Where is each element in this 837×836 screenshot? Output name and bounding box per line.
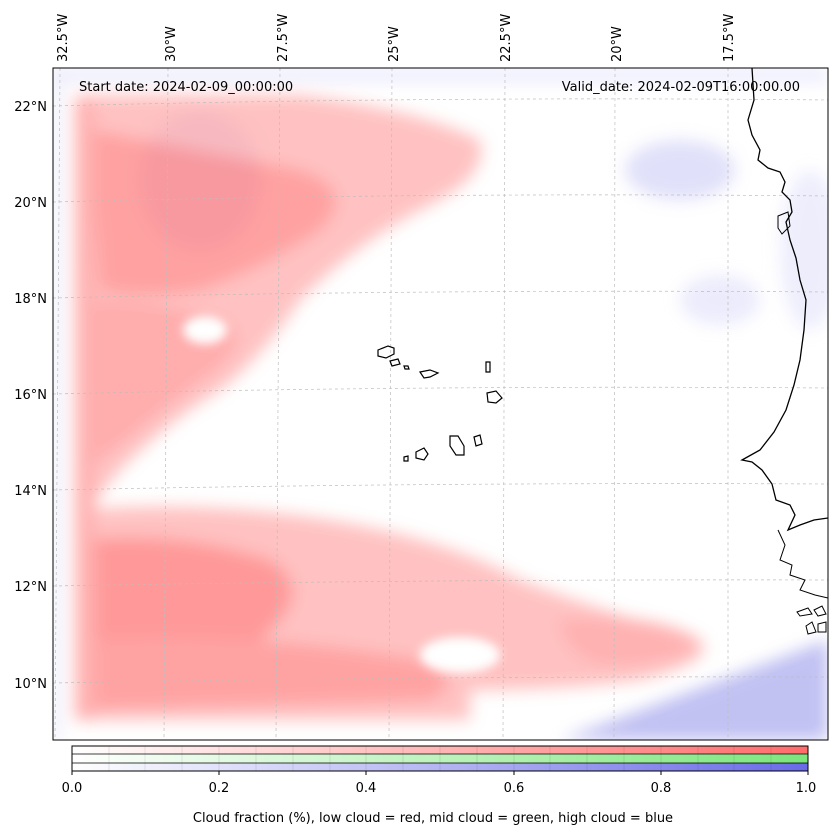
colorbar-tick-label: 0.8 (651, 781, 672, 796)
low-cloud-layer (75, 95, 704, 720)
lon-tick-label: 22.5°W (499, 14, 514, 62)
longitude-labels: 32.5°W 30°W 27.5°W 25°W 22.5°W 20°W 17.5… (56, 14, 737, 62)
lat-tick-label: 22°N (14, 100, 47, 115)
map-frame (52, 67, 829, 741)
valid-date-label: Valid_date: 2024-02-09T16:00:00.00 (562, 80, 800, 95)
lon-tick-label: 30°W (164, 26, 179, 62)
cape-verde-islands (377, 345, 503, 462)
lon-tick-label: 27.5°W (276, 14, 291, 62)
colorbar-tick-label: 0.4 (356, 781, 377, 796)
lon-tick-label: 17.5°W (722, 14, 737, 62)
gridlines (53, 68, 828, 740)
colorbar: 0.0 0.2 0.4 0.6 0.8 1.0 Cloud fraction (… (62, 745, 817, 826)
colorbar-mid-cloud (72, 754, 808, 763)
lon-tick-label: 20°W (610, 26, 625, 62)
lat-tick-label: 18°N (14, 292, 47, 307)
start-date-label: Start date: 2024-02-09_00:00:00 (79, 80, 293, 95)
colorbar-tick-label: 0.2 (209, 781, 230, 796)
lat-tick-label: 10°N (14, 677, 47, 692)
colorbar-tick-label: 0.6 (504, 781, 525, 796)
lat-tick-label: 16°N (14, 388, 47, 403)
lon-tick-label: 32.5°W (56, 14, 71, 62)
map-panel: Start date: 2024-02-09_00:00:00 Valid_da… (53, 68, 828, 740)
latitude-labels: 22°N 20°N 18°N 16°N 14°N 12°N 10°N (14, 100, 47, 692)
lon-tick-label: 25°W (387, 26, 402, 62)
colorbar-label: Cloud fraction (%), low cloud = red, mid… (193, 811, 673, 826)
lat-tick-label: 12°N (14, 580, 47, 595)
africa-coastline (740, 68, 828, 532)
colorbar-low-cloud (72, 746, 808, 754)
colorbar-tick-label: 0.0 (62, 781, 83, 796)
clear-sky-patches (183, 316, 500, 673)
colorbar-tick-label: 1.0 (796, 781, 817, 796)
colorbar-high-cloud (72, 763, 808, 771)
lat-tick-label: 20°N (14, 196, 47, 211)
lat-tick-label: 14°N (14, 484, 47, 499)
